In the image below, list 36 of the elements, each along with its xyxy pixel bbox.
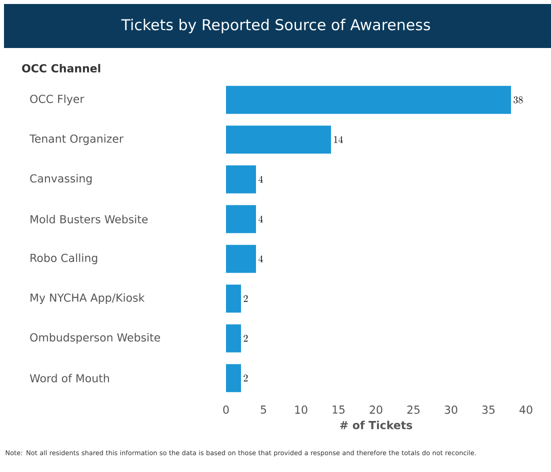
data-label: 4 bbox=[258, 176, 263, 183]
data-label: 14 bbox=[334, 136, 343, 143]
data-label: 38 bbox=[514, 96, 523, 104]
y-tick-label: OCC Flyer bbox=[30, 94, 84, 106]
data-label: 2 bbox=[244, 334, 248, 342]
bar bbox=[226, 284, 241, 313]
y-tick-label: Robo Calling bbox=[30, 254, 98, 264]
bar bbox=[226, 86, 511, 114]
x-tick-label: 15 bbox=[332, 406, 345, 414]
x-tick-label: 20 bbox=[370, 406, 382, 414]
y-tick-label: My NYCHA App/Kiosk bbox=[30, 293, 145, 304]
y-axis-title: OCC Channel bbox=[22, 64, 100, 72]
bar bbox=[226, 205, 256, 234]
y-tick-label: Canvassing bbox=[30, 174, 92, 185]
data-label: 2 bbox=[244, 295, 248, 302]
x-tick-label: 40 bbox=[520, 406, 532, 414]
x-tick-label: 30 bbox=[444, 406, 458, 414]
y-tick-label: Mold Busters Website bbox=[30, 214, 148, 224]
y-tick-label: Tenant Organizer bbox=[30, 134, 124, 145]
data-label: 2 bbox=[244, 374, 248, 382]
data-label: 4 bbox=[258, 255, 263, 262]
x-axis-title: # of Tickets bbox=[340, 420, 412, 430]
bar bbox=[226, 364, 241, 392]
bar bbox=[226, 324, 241, 352]
x-tick-label: 5 bbox=[260, 406, 266, 414]
bar bbox=[226, 244, 256, 273]
bar bbox=[226, 126, 331, 154]
bar bbox=[226, 165, 256, 194]
x-tick-label: 25 bbox=[407, 406, 420, 414]
y-tick-label: Word of Mouth bbox=[30, 374, 109, 382]
x-tick-label: 0 bbox=[223, 406, 229, 414]
x-tick-label: 35 bbox=[482, 406, 495, 414]
y-tick-label: Ombudsperson Website bbox=[30, 333, 160, 344]
x-tick-label: 10 bbox=[295, 406, 308, 414]
chart-title: Tickets by Reported Source of Awareness bbox=[121, 18, 430, 34]
data-label: 4 bbox=[258, 216, 263, 222]
